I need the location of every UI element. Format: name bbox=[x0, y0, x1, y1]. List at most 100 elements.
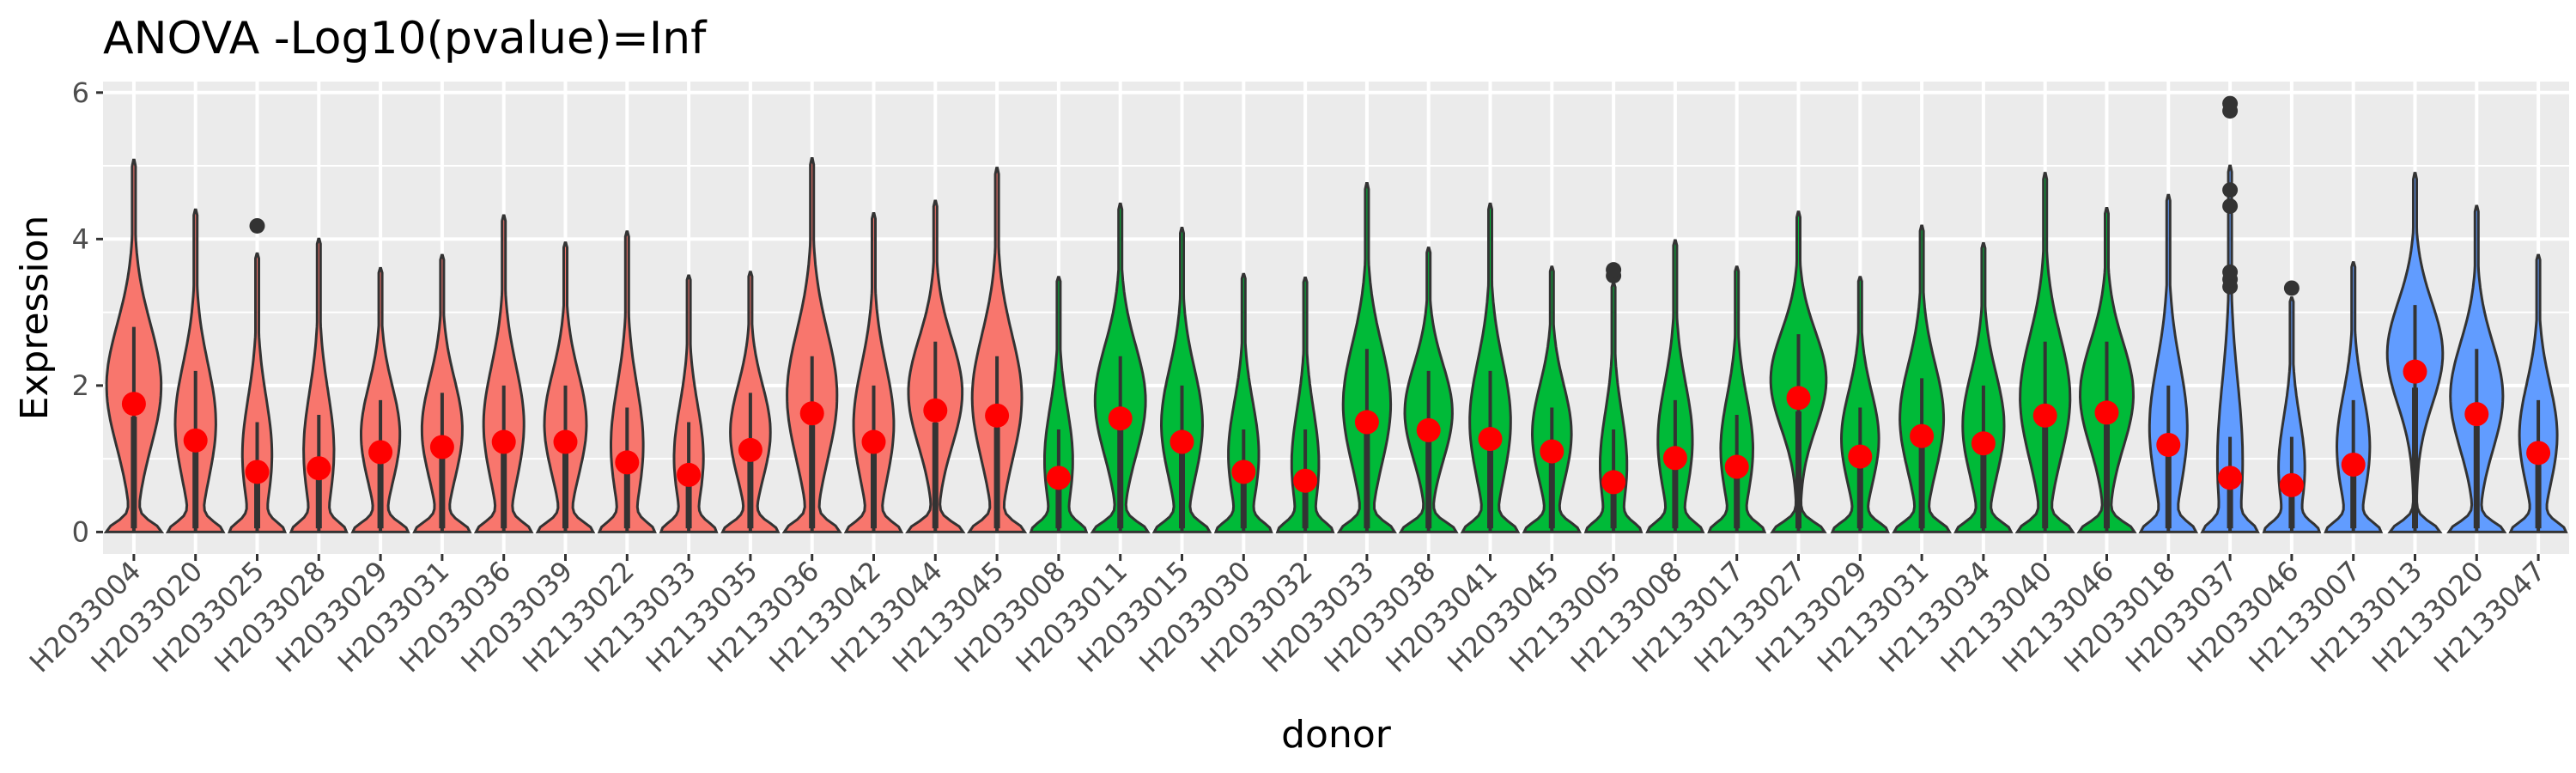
y-tick-label: 2 bbox=[72, 369, 89, 402]
outlier-point bbox=[2222, 182, 2239, 198]
mean-point-H2033025 bbox=[245, 460, 270, 484]
mean-point-H2033036 bbox=[491, 429, 516, 454]
box-body-H2033008 bbox=[1055, 483, 1062, 529]
outlier-point bbox=[2222, 198, 2239, 214]
box-body-H2033037 bbox=[2227, 483, 2233, 529]
violin-H2033046 bbox=[2262, 296, 2322, 533]
mean-point-H2133036 bbox=[799, 401, 824, 426]
box-body-H2033041 bbox=[1487, 447, 1493, 529]
violin-H2033032 bbox=[1275, 277, 1335, 533]
box-body-H2033031 bbox=[439, 455, 446, 529]
violin-H2033020 bbox=[165, 208, 226, 533]
mean-point-H2033041 bbox=[1478, 427, 1503, 452]
mean-point-H2033020 bbox=[183, 428, 208, 453]
violin-H2033018 bbox=[2138, 193, 2199, 533]
violin-H2033029 bbox=[350, 266, 410, 533]
mean-point-H2133044 bbox=[923, 398, 948, 423]
violin-H2133029 bbox=[1830, 276, 1890, 533]
violin-H2033045 bbox=[1522, 265, 1583, 533]
mean-point-H2133047 bbox=[2526, 441, 2551, 466]
mean-point-H2033018 bbox=[2156, 432, 2181, 457]
mean-point-H2133045 bbox=[985, 403, 1010, 428]
violin-H2033028 bbox=[289, 237, 349, 533]
plot-panel bbox=[103, 82, 2569, 554]
box-body-H2133017 bbox=[1734, 473, 1741, 529]
y-axis: 0 2 4 6 bbox=[72, 76, 103, 548]
violin-H2033041 bbox=[1460, 202, 1521, 533]
box-body-H2133007 bbox=[2350, 471, 2357, 529]
box-body-H2133020 bbox=[2473, 425, 2480, 529]
mean-point-H2033032 bbox=[1293, 468, 1318, 493]
box-body-H2133042 bbox=[871, 451, 877, 529]
box-body-H2033004 bbox=[131, 417, 137, 529]
violin-H2133045 bbox=[966, 167, 1028, 533]
outlier-point bbox=[2222, 95, 2239, 112]
mean-point-H2133013 bbox=[2403, 359, 2427, 384]
box-body-H2033033 bbox=[1364, 433, 1370, 529]
mean-point-H2133017 bbox=[1724, 454, 1749, 479]
box-body-H2133035 bbox=[747, 458, 754, 529]
box-body-H2133031 bbox=[1918, 445, 1925, 529]
box-body-H2033018 bbox=[2165, 453, 2172, 529]
y-tick-label: 0 bbox=[72, 515, 89, 548]
box-body-H2133034 bbox=[1980, 452, 1987, 529]
mean-point-H2033039 bbox=[553, 429, 578, 454]
mean-point-H2133027 bbox=[1786, 386, 1811, 411]
mean-point-H2133007 bbox=[2341, 452, 2366, 477]
y-tick-label: 4 bbox=[72, 222, 89, 255]
violin-H2133042 bbox=[843, 212, 904, 533]
mean-point-H2033033 bbox=[1354, 410, 1379, 435]
box-body-H2033020 bbox=[192, 449, 199, 529]
box-body-H2133005 bbox=[1610, 487, 1617, 529]
violin-H2133036 bbox=[781, 157, 842, 533]
mean-point-H2133008 bbox=[1662, 446, 1687, 471]
mean-point-H2033015 bbox=[1170, 429, 1194, 454]
mean-point-H2033037 bbox=[2218, 466, 2243, 490]
violin-H2133047 bbox=[2508, 253, 2568, 533]
y-axis-title: Expression bbox=[13, 216, 57, 421]
box-body-H2033038 bbox=[1425, 440, 1432, 529]
violin-H2033036 bbox=[473, 214, 534, 533]
mean-point-H2033029 bbox=[368, 440, 393, 465]
mean-point-H2033046 bbox=[2279, 472, 2304, 497]
mean-point-H2133046 bbox=[2094, 400, 2119, 425]
box-body-H2033028 bbox=[315, 474, 322, 529]
box-body-H2033015 bbox=[1179, 451, 1185, 529]
y-tick-label: 6 bbox=[72, 76, 89, 109]
mean-point-H2133040 bbox=[2032, 403, 2057, 428]
outlier-point bbox=[1606, 262, 1622, 278]
box-body-H2133045 bbox=[993, 427, 1000, 529]
box-body-H2033030 bbox=[1240, 478, 1247, 529]
box-body-H2133022 bbox=[623, 469, 630, 529]
mean-point-H2133020 bbox=[2464, 402, 2489, 427]
box-body-H2033045 bbox=[1548, 460, 1555, 529]
box-body-H2133033 bbox=[685, 480, 692, 529]
mean-point-H2033011 bbox=[1108, 406, 1133, 431]
violins bbox=[103, 95, 2568, 533]
box-body-H2133029 bbox=[1856, 464, 1863, 529]
violin-H2133022 bbox=[597, 230, 657, 533]
box-body-H2033039 bbox=[562, 451, 568, 529]
chart-title: ANOVA -Log10(pvalue)=Inf bbox=[103, 13, 708, 64]
mean-point-H2033008 bbox=[1046, 466, 1071, 490]
box-body-H2133040 bbox=[2042, 427, 2049, 529]
violin-H2033025 bbox=[227, 252, 288, 533]
mean-point-H2033045 bbox=[1540, 439, 1564, 464]
mean-point-H2133033 bbox=[677, 462, 702, 487]
mean-point-H2033030 bbox=[1231, 460, 1256, 484]
mean-point-H2133022 bbox=[615, 450, 640, 475]
mean-point-H2133031 bbox=[1910, 423, 1935, 448]
box-body-H2133013 bbox=[2412, 387, 2418, 529]
mean-point-H2133029 bbox=[1848, 444, 1873, 469]
violin-H2033037 bbox=[2200, 164, 2260, 533]
box-body-H2033032 bbox=[1302, 485, 1309, 529]
outlier-point bbox=[2283, 280, 2300, 296]
outlier-point bbox=[2222, 264, 2239, 280]
box-body-H2133044 bbox=[932, 423, 939, 529]
violin-H2133007 bbox=[2324, 261, 2384, 533]
violin-H2033008 bbox=[1029, 276, 1089, 533]
violin-H2133017 bbox=[1707, 265, 1767, 533]
box-body-H2133047 bbox=[2535, 460, 2542, 529]
violin-H2033030 bbox=[1213, 272, 1273, 533]
